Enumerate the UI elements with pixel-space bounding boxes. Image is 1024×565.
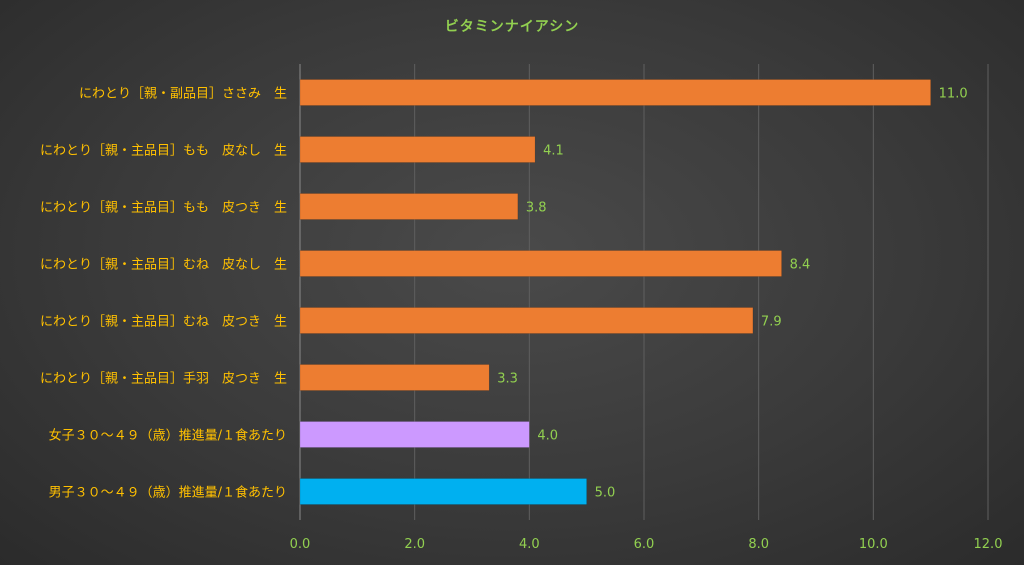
category-label: 女子３０～４９（歳）推進量/１食あたり (49, 428, 287, 444)
bar (299, 79, 931, 106)
bar (299, 364, 490, 391)
bar (299, 193, 519, 220)
bar (299, 478, 587, 505)
category-label: にわとり［親・副品目］ささみ 生 (79, 87, 287, 102)
x-tick-label: 4.0 (519, 537, 540, 552)
data-label: 4.0 (537, 429, 558, 444)
x-tick-label: 6.0 (634, 537, 655, 552)
bars (299, 79, 931, 505)
data-label: 8.4 (790, 258, 811, 273)
data-labels: 11.0 4.1 3.8 8.4 7.9 3.3 4.0 5.0 (497, 87, 967, 501)
data-label: 5.0 (595, 486, 616, 501)
grid-lines (299, 64, 989, 520)
bar (299, 421, 530, 448)
x-tick-label: 10.0 (859, 537, 888, 552)
data-label: 3.3 (497, 372, 518, 387)
data-label: 7.9 (761, 315, 782, 330)
data-label: 11.0 (939, 87, 968, 102)
x-tick-label: 8.0 (748, 537, 769, 552)
bar (299, 307, 754, 334)
data-label: 3.8 (526, 201, 547, 216)
category-label: にわとり［親・主品目］もも 皮なし 生 (40, 144, 287, 159)
bar (299, 136, 536, 163)
category-label: にわとり［親・主品目］むね 皮なし 生 (40, 258, 287, 273)
x-tick-label: 0.0 (290, 537, 311, 552)
category-label: にわとり［親・主品目］むね 皮つき 生 (40, 315, 287, 330)
x-axis-tick-labels: 0.0 2.0 4.0 6.0 8.0 10.0 12.0 (290, 537, 1003, 552)
data-label: 4.1 (543, 144, 564, 159)
category-label: にわとり［親・主品目］手羽 皮つき 生 (40, 372, 287, 387)
chart-title: ビタミンナイアシン (445, 19, 579, 35)
x-tick-label: 2.0 (404, 537, 425, 552)
x-tick-label: 12.0 (974, 537, 1003, 552)
category-label: にわとり［親・主品目］もも 皮つき 生 (40, 201, 287, 216)
category-label: 男子３０～４９（歳）推進量/１食あたり (49, 485, 287, 501)
bar (299, 250, 782, 277)
